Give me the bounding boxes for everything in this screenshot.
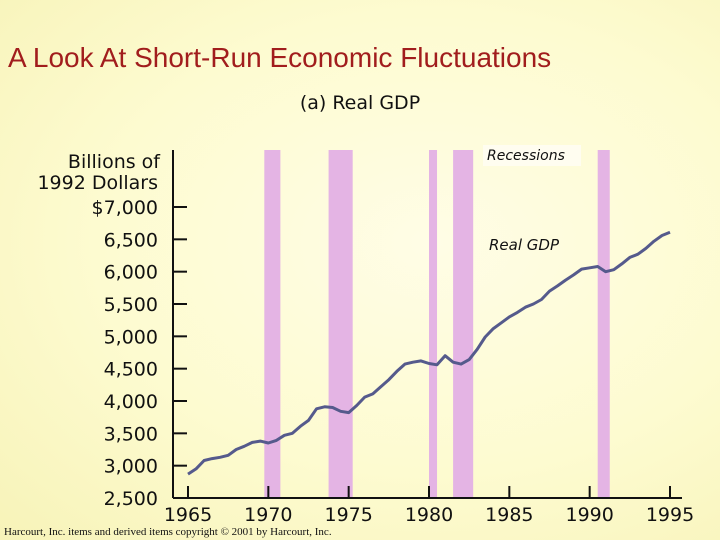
chart-title: (a) Real GDP — [299, 92, 421, 114]
series-label-real-gdp: Real GDP — [489, 236, 560, 254]
y-tick-label: 6,000 — [104, 262, 158, 284]
recessions-label-box: Recessions — [483, 145, 581, 166]
y-tick-label: 5,000 — [104, 326, 158, 348]
recession-band-5 — [597, 150, 610, 498]
recession-bands — [264, 150, 610, 498]
y-ticks: $7,000 6,500 6,000 5,500 5,000 4,500 4,000 3,50… — [92, 197, 187, 510]
x-tick-label: 1995 — [646, 504, 694, 526]
x-tick-label: 1990 — [565, 504, 613, 526]
x-ticks: 1965 1970 1975 1980 1985 1990 1995 — [164, 486, 694, 526]
recession-band-4 — [453, 150, 474, 498]
recession-band-1 — [264, 150, 281, 498]
copyright-footer: Harcourt, Inc. items and derived items c… — [4, 526, 332, 538]
y-axis-label-line1: Billions of — [68, 151, 161, 173]
y-tick-label: $7,000 — [92, 197, 158, 219]
y-tick-label: 6,500 — [104, 229, 158, 251]
y-axis-label-line2: 1992 Dollars — [37, 172, 158, 194]
x-tick-label: 1985 — [485, 504, 533, 526]
recession-band-2 — [328, 150, 353, 498]
page-title: A Look At Short-Run Economic Fluctuation… — [8, 42, 552, 73]
x-tick-label: 1980 — [405, 504, 453, 526]
y-tick-label: 3,000 — [104, 456, 158, 478]
y-tick-label: 5,500 — [104, 294, 158, 316]
series-line-real-gdp — [187, 230, 671, 476]
y-tick-label: 4,000 — [104, 391, 158, 413]
recessions-label: Recessions — [487, 148, 565, 164]
x-tick-label: 1970 — [244, 504, 292, 526]
x-tick-label: 1975 — [324, 504, 372, 526]
recessions-label-background — [483, 145, 581, 166]
y-tick-label: 4,500 — [104, 359, 158, 381]
y-tick-label: 2,500 — [104, 488, 158, 510]
recession-band-3 — [429, 150, 438, 498]
x-tick-label: 1965 — [164, 504, 212, 526]
y-tick-label: 3,500 — [104, 423, 158, 445]
